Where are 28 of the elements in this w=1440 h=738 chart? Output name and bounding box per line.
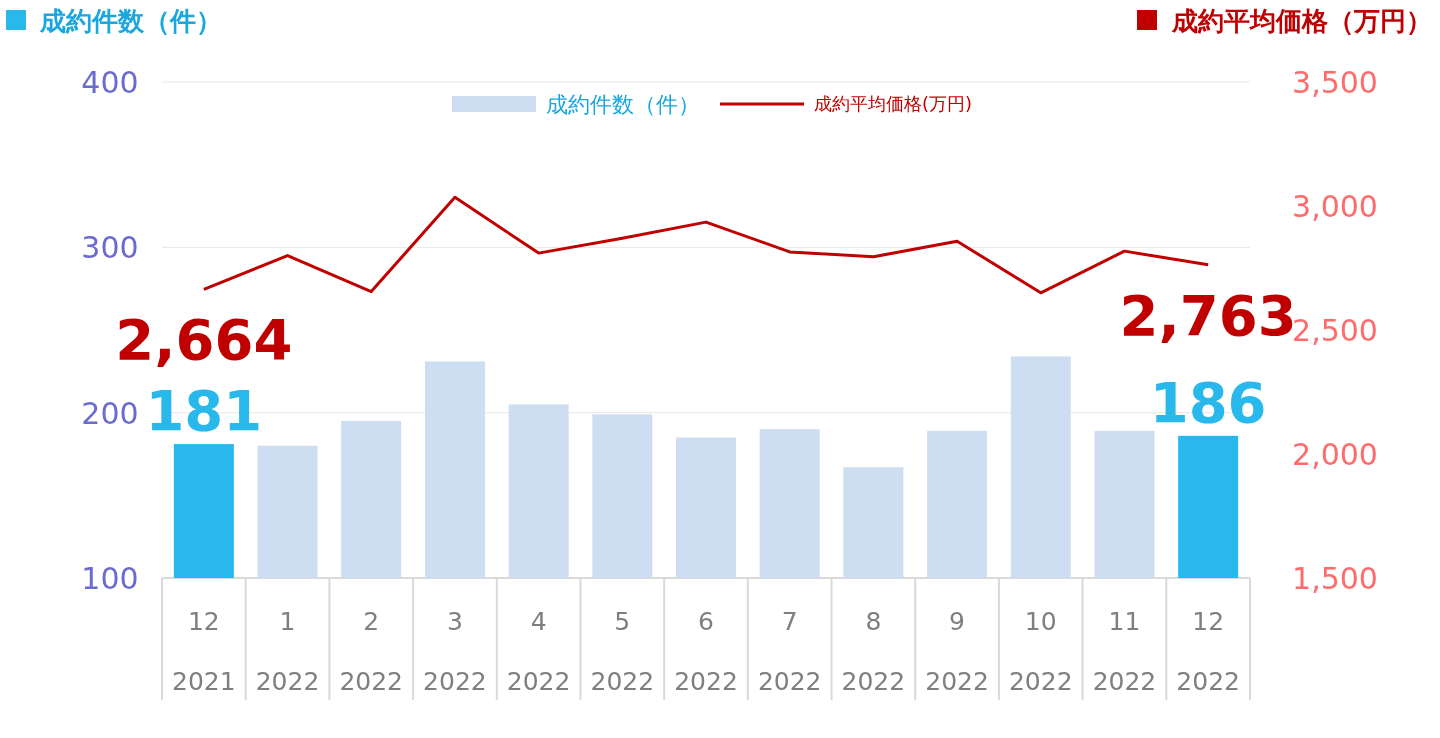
category-label: 8 2022 — [841, 607, 906, 696]
y2-tick-label: 2,000 — [1292, 437, 1378, 472]
legend-label: 成約件数（件） — [546, 92, 700, 117]
category-label: 5 2022 — [590, 607, 655, 696]
y2-tick-label: 1,500 — [1292, 561, 1378, 596]
category-label: 6 2022 — [674, 607, 738, 696]
y2-tick-label: 3,500 — [1292, 65, 1378, 100]
category-label: 2 2022 — [339, 607, 404, 696]
category-label: 4 2022 — [506, 607, 571, 696]
y-axis-title: 成約件数（件） — [39, 6, 222, 36]
category-label: 11 2022 — [1092, 607, 1157, 696]
y-tick-label: 300 — [81, 230, 139, 266]
y-tick-label: 100 — [81, 561, 139, 596]
category-label: 9 2022 — [925, 607, 989, 696]
data-label: 186 — [1149, 369, 1267, 435]
y2-tick-label: 3,000 — [1292, 189, 1378, 224]
category-label: 1 2022 — [255, 607, 320, 696]
data-label: 181 — [145, 378, 263, 444]
category-label: 10 2022 — [1008, 607, 1073, 696]
legend-label: 成約平均価格(万円) — [814, 93, 973, 114]
category-label: 3 2022 — [423, 607, 487, 696]
y-tick-label: 200 — [81, 395, 139, 431]
category-label: 12 2021 — [172, 607, 236, 696]
y-tick-label: 400 — [81, 65, 139, 100]
category-label: 12 2022 — [1176, 607, 1240, 696]
category-label: 7 2022 — [757, 607, 822, 696]
y2-axis-title: 成約平均価格（万円） — [1171, 6, 1432, 36]
data-label: 2,664 — [115, 307, 293, 373]
